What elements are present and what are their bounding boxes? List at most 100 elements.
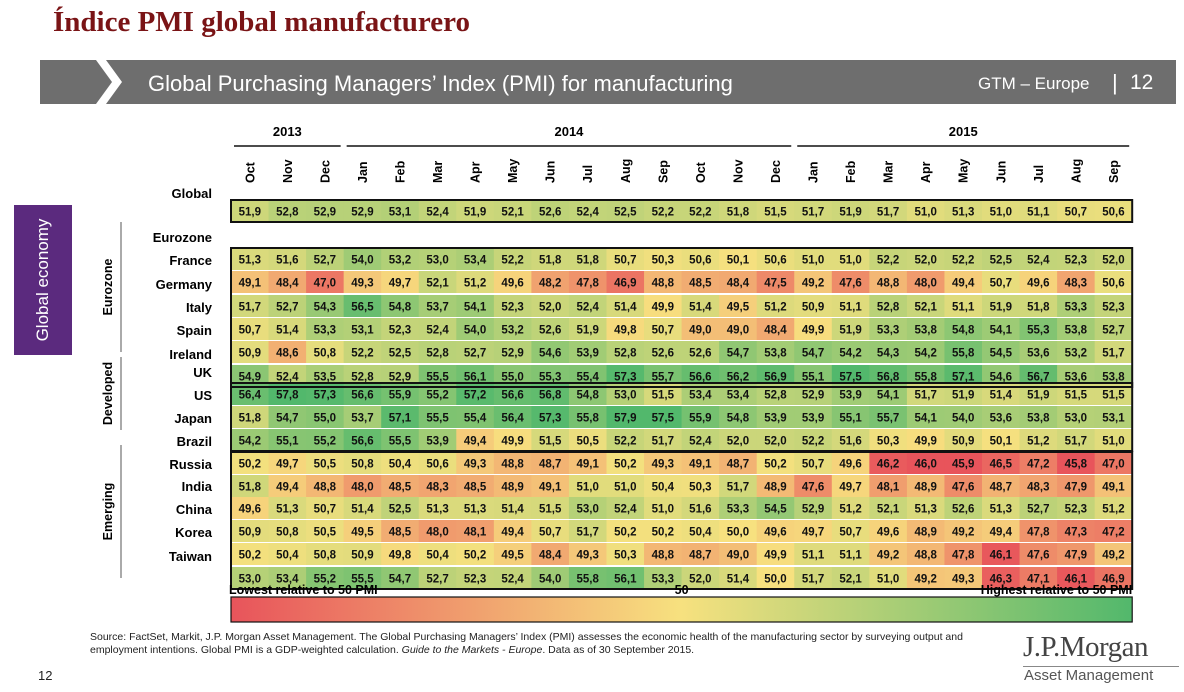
heat-cell — [756, 406, 795, 428]
cell-value: 48,0 — [914, 278, 936, 290]
cell-value: 49,2 — [1102, 550, 1124, 562]
heat-cell — [268, 295, 307, 317]
heat-cell — [831, 429, 870, 451]
cell-value: 53,6 — [1027, 348, 1049, 360]
heat-cell — [869, 271, 908, 293]
heat-cell — [343, 429, 382, 451]
heat-cell — [493, 475, 532, 497]
cell-value: 53,8 — [1102, 372, 1125, 384]
cell-value: 48,8 — [914, 550, 937, 562]
heat-cell — [1019, 429, 1058, 451]
cell-value: 49,1 — [689, 459, 712, 471]
banner-arrow-left — [40, 60, 112, 104]
heat-cell — [306, 248, 345, 270]
cell-value: 51,9 — [839, 207, 861, 219]
heat-cell — [381, 365, 420, 387]
heat-cell — [1057, 365, 1096, 387]
heat-cell — [456, 271, 495, 293]
cell-value: 52,3 — [501, 302, 523, 314]
cell-value: 50,3 — [652, 255, 674, 267]
heat-cell — [493, 383, 532, 405]
cell-value: 52,7 — [464, 348, 486, 360]
heat-cell — [306, 383, 345, 405]
heat-cell — [794, 429, 833, 451]
heat-cell — [869, 520, 908, 542]
heat-cell — [756, 271, 795, 293]
cell-value: 55,9 — [389, 390, 411, 402]
cell-value: 54,2 — [914, 348, 936, 360]
cell-value: 52,2 — [614, 436, 636, 448]
heat-cell — [906, 543, 946, 565]
heat-cell — [756, 567, 795, 589]
heat-cell — [343, 383, 382, 405]
heat-cell — [1057, 406, 1096, 428]
heat-cell — [381, 406, 420, 428]
heat-cell — [681, 341, 720, 363]
cell-value: 49,8 — [389, 550, 412, 562]
heat-cell — [944, 497, 983, 519]
heat-cell — [644, 406, 683, 428]
cell-value: 57,1 — [952, 372, 975, 384]
cell-value: 47,8 — [952, 550, 975, 562]
cell-value: 54,0 — [952, 413, 974, 425]
cell-value: 52,8 — [877, 302, 900, 314]
cell-value: 53,2 — [501, 325, 523, 337]
cell-value: 53,6 — [990, 413, 1012, 425]
cell-value: 52,4 — [577, 302, 600, 314]
banner-title: Global Purchasing Managers’ Index (PMI) … — [148, 71, 733, 96]
cell-value: 56,6 — [351, 436, 373, 448]
cell-value: 48,2 — [539, 278, 561, 290]
cell-value: 51,5 — [1065, 390, 1088, 402]
cell-value: 51,7 — [914, 390, 936, 402]
cell-value: 49,1 — [239, 278, 262, 290]
heat-cell — [982, 520, 1021, 542]
heat-cell — [568, 200, 608, 222]
heat-cell — [1094, 406, 1133, 428]
cell-value: 54,7 — [727, 348, 749, 360]
cell-value: 51,8 — [239, 413, 262, 425]
heat-cell — [681, 200, 720, 222]
cell-value: 51,7 — [652, 436, 674, 448]
cell-value: 53,8 — [914, 325, 937, 337]
heat-cell — [343, 248, 382, 270]
heat-cell — [456, 567, 495, 589]
heat-cell — [606, 543, 645, 565]
cell-value: 54,8 — [952, 325, 975, 337]
cell-value: 53,3 — [314, 325, 336, 337]
heat-cell — [531, 429, 570, 451]
cell-value: 49,9 — [764, 550, 786, 562]
cell-value: 51,9 — [839, 325, 861, 337]
heat-cell — [944, 200, 983, 222]
row-label: Eurozone — [153, 230, 212, 245]
month-label: Aug — [1069, 159, 1083, 183]
heat-cell — [1094, 383, 1133, 405]
cell-value: 52,0 — [914, 255, 936, 267]
heat-cell — [381, 200, 420, 222]
cell-value: 52,4 — [426, 207, 449, 219]
cell-value: 50,6 — [764, 255, 786, 267]
cell-value: 52,7 — [426, 574, 448, 586]
cell-value: 49,3 — [464, 459, 486, 471]
cell-value: 49,7 — [389, 278, 411, 290]
cell-value: 47,6 — [802, 482, 824, 494]
cell-value: 47,2 — [1027, 459, 1049, 471]
heat-cell — [681, 248, 720, 270]
heat-cell — [756, 452, 795, 474]
cell-value: 51,2 — [839, 504, 861, 516]
cell-value: 49,6 — [239, 504, 261, 516]
heat-cell — [606, 452, 645, 474]
heat-cell — [1094, 248, 1133, 270]
cell-value: 50,7 — [1065, 207, 1087, 219]
cell-value: 52,6 — [689, 348, 711, 360]
scale-low-label: Lowest relative to 50 PMI — [229, 583, 378, 597]
cell-value: 54,0 — [351, 255, 373, 267]
heat-cell — [231, 452, 270, 474]
heat-cell — [794, 271, 833, 293]
heat-cell — [794, 567, 833, 589]
cell-value: 57,1 — [389, 413, 412, 425]
heat-cell — [869, 497, 908, 519]
cell-value: 50,1 — [727, 255, 750, 267]
cell-value: 48,5 — [389, 482, 412, 494]
heat-cell — [343, 200, 382, 222]
